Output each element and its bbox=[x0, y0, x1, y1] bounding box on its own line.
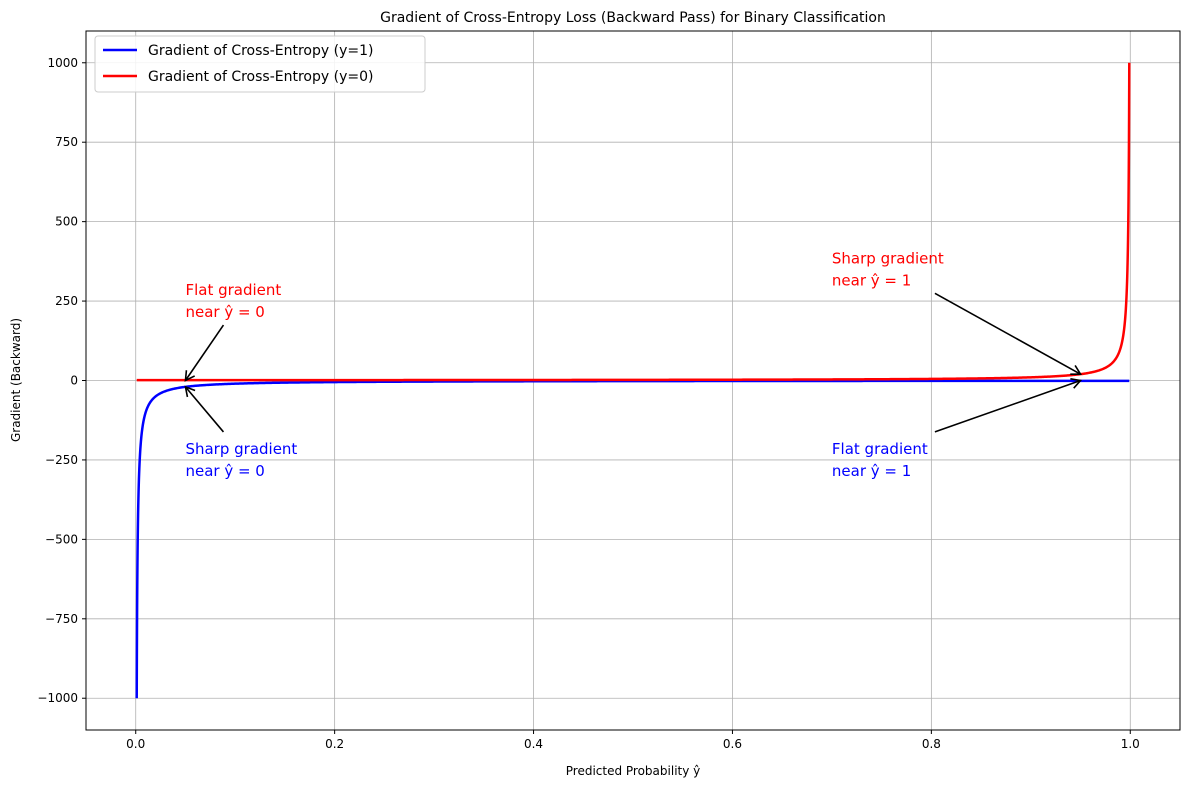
annotation-layer: Flat gradient near ŷ = 0 Sharp gradient nea… bbox=[184, 249, 1083, 480]
chart-title: Gradient of Cross-Entropy Loss (Backward… bbox=[380, 10, 886, 26]
y-tick-label: 500 bbox=[55, 215, 78, 229]
y-tick-label: −1000 bbox=[37, 691, 78, 705]
y-tick-label: 250 bbox=[55, 294, 78, 308]
annotation-text: near ŷ = 1 bbox=[832, 271, 911, 289]
x-tick-label: 0.4 bbox=[524, 737, 543, 751]
annotation-arrow bbox=[934, 292, 1082, 375]
annotation-text: Flat gradient bbox=[832, 440, 928, 458]
annotation-arrow bbox=[184, 385, 225, 433]
x-tick-label: 1.0 bbox=[1121, 737, 1140, 751]
annotation-text: near ŷ = 1 bbox=[832, 462, 911, 480]
y-tick-label: −250 bbox=[45, 453, 78, 467]
series-line-y0 bbox=[135, 62, 1131, 382]
y-tick-label: −750 bbox=[45, 612, 78, 626]
x-axis-ticks: 0.0 0.2 0.4 0.6 0.8 1.0 bbox=[126, 730, 1140, 751]
annotation-text: Sharp gradient bbox=[832, 249, 944, 267]
x-tick-label: 0.0 bbox=[126, 737, 145, 751]
legend: Gradient of Cross-Entropy (y=1) Gradient… bbox=[94, 35, 426, 93]
legend-box bbox=[94, 35, 426, 93]
x-tick-label: 0.8 bbox=[922, 737, 941, 751]
series-line-y1 bbox=[135, 379, 1131, 699]
annotation-arrow bbox=[934, 377, 1083, 433]
legend-label: Gradient of Cross-Entropy (y=1) bbox=[148, 43, 373, 59]
y-tick-label: 750 bbox=[55, 135, 78, 149]
y-tick-label: −500 bbox=[45, 532, 78, 546]
series-layer bbox=[135, 62, 1131, 699]
y-axis-ticks: −1000 −750 −500 −250 0 250 500 750 1000 bbox=[37, 56, 86, 705]
annotation-text: near ŷ = 0 bbox=[185, 462, 264, 480]
x-tick-label: 0.2 bbox=[325, 737, 344, 751]
annotation-text: Sharp gradient bbox=[185, 440, 297, 458]
y-tick-label: 1000 bbox=[47, 56, 78, 70]
legend-label: Gradient of Cross-Entropy (y=0) bbox=[148, 69, 373, 85]
annotation-arrow bbox=[184, 324, 225, 382]
annotation-text: Flat gradient bbox=[185, 281, 281, 299]
y-tick-label: 0 bbox=[70, 374, 78, 388]
x-tick-label: 0.6 bbox=[723, 737, 742, 751]
y-axis-label: Gradient (Backward) bbox=[9, 318, 23, 442]
annotation-text: near ŷ = 0 bbox=[185, 303, 264, 321]
x-axis-label: Predicted Probability ŷ bbox=[566, 764, 701, 778]
